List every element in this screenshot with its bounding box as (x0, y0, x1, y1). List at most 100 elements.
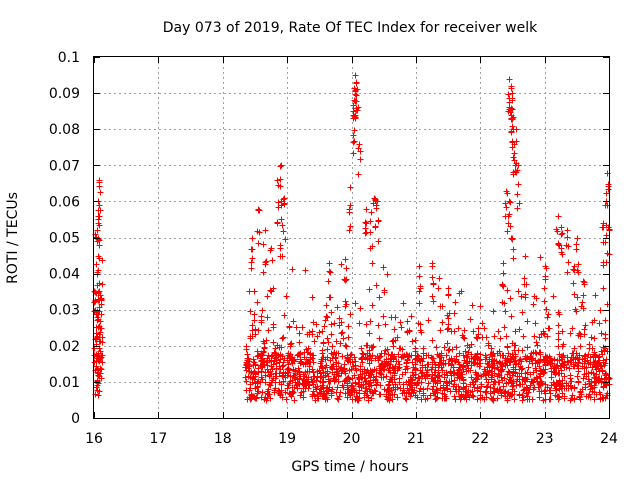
data-point (482, 368, 489, 375)
data-point (255, 388, 262, 395)
data-point (429, 263, 436, 270)
data-point (564, 227, 571, 234)
data-point (575, 378, 582, 385)
data-point (367, 218, 374, 225)
data-point (412, 337, 419, 344)
data-point (591, 335, 598, 342)
data-point (268, 288, 275, 295)
data-point (305, 374, 312, 381)
data-point (355, 171, 362, 178)
data-point (537, 254, 544, 261)
data-point (333, 338, 340, 345)
data-point (579, 363, 586, 370)
data-point (445, 321, 452, 328)
data-point (381, 366, 388, 373)
data-point (263, 258, 270, 265)
data-point (94, 308, 101, 315)
data-point (499, 299, 506, 306)
data-point (496, 372, 503, 379)
data-point (588, 369, 595, 376)
data-point (595, 378, 602, 385)
data-point (254, 384, 261, 391)
data-point (287, 343, 294, 350)
data-point (352, 72, 359, 79)
data-point (354, 107, 361, 114)
data-point (483, 354, 490, 361)
data-point (530, 301, 537, 308)
data-point (259, 363, 266, 370)
data-point (509, 351, 516, 358)
data-point (593, 391, 600, 398)
data-point (382, 321, 389, 328)
data-point (364, 367, 371, 374)
data-point (453, 356, 460, 363)
data-point (446, 346, 453, 353)
data-point (579, 299, 586, 306)
data-point (309, 328, 316, 335)
data-point (447, 388, 454, 395)
data-point (491, 370, 498, 377)
data-point (474, 376, 481, 383)
data-point (445, 347, 452, 354)
data-point (511, 150, 518, 157)
data-point (351, 372, 358, 379)
data-point (471, 384, 478, 391)
data-point (429, 337, 436, 344)
data-point (533, 350, 540, 357)
data-point (510, 246, 517, 253)
data-point (337, 340, 344, 347)
data-point (366, 286, 373, 293)
data-point (280, 196, 287, 203)
data-point (97, 348, 104, 355)
y-tick-label: 0.09 (49, 86, 80, 102)
data-point (252, 361, 259, 368)
data-point (350, 102, 357, 109)
data-point (349, 386, 356, 393)
data-point (364, 342, 371, 349)
data-point (248, 259, 255, 266)
data-point (504, 371, 511, 378)
data-point (443, 352, 450, 359)
data-point (325, 278, 332, 285)
data-point (366, 330, 373, 337)
data-point (375, 238, 382, 245)
data-point (597, 307, 604, 314)
data-point (571, 396, 578, 403)
data-point (338, 367, 345, 374)
data-point (399, 390, 406, 397)
data-point (530, 379, 537, 386)
data-point (258, 394, 265, 401)
data-point (591, 396, 598, 403)
y-tick-label: 0 (71, 411, 80, 427)
data-point (574, 355, 581, 362)
data-point (278, 381, 285, 388)
data-point (338, 261, 345, 268)
data-point (289, 266, 296, 273)
data-point (331, 349, 338, 356)
x-tick-label: 22 (471, 431, 489, 447)
data-point (425, 361, 432, 368)
data-point (312, 397, 319, 404)
data-point (524, 344, 531, 351)
data-point (398, 324, 405, 331)
data-point (430, 383, 437, 390)
data-point (373, 282, 380, 289)
data-point (252, 326, 259, 333)
data-point (602, 331, 609, 338)
data-point (575, 269, 582, 276)
data-point (270, 324, 277, 331)
data-point (470, 359, 477, 366)
data-point (363, 321, 370, 328)
data-point (390, 354, 397, 361)
data-point (344, 382, 351, 389)
data-point (602, 395, 609, 402)
data-point (376, 391, 383, 398)
data-point (453, 344, 460, 351)
data-point (369, 368, 376, 375)
data-point (580, 305, 587, 312)
data-point (441, 387, 448, 394)
data-point (409, 338, 416, 345)
data-point (392, 314, 399, 321)
data-point (506, 198, 513, 205)
data-point (574, 235, 581, 242)
